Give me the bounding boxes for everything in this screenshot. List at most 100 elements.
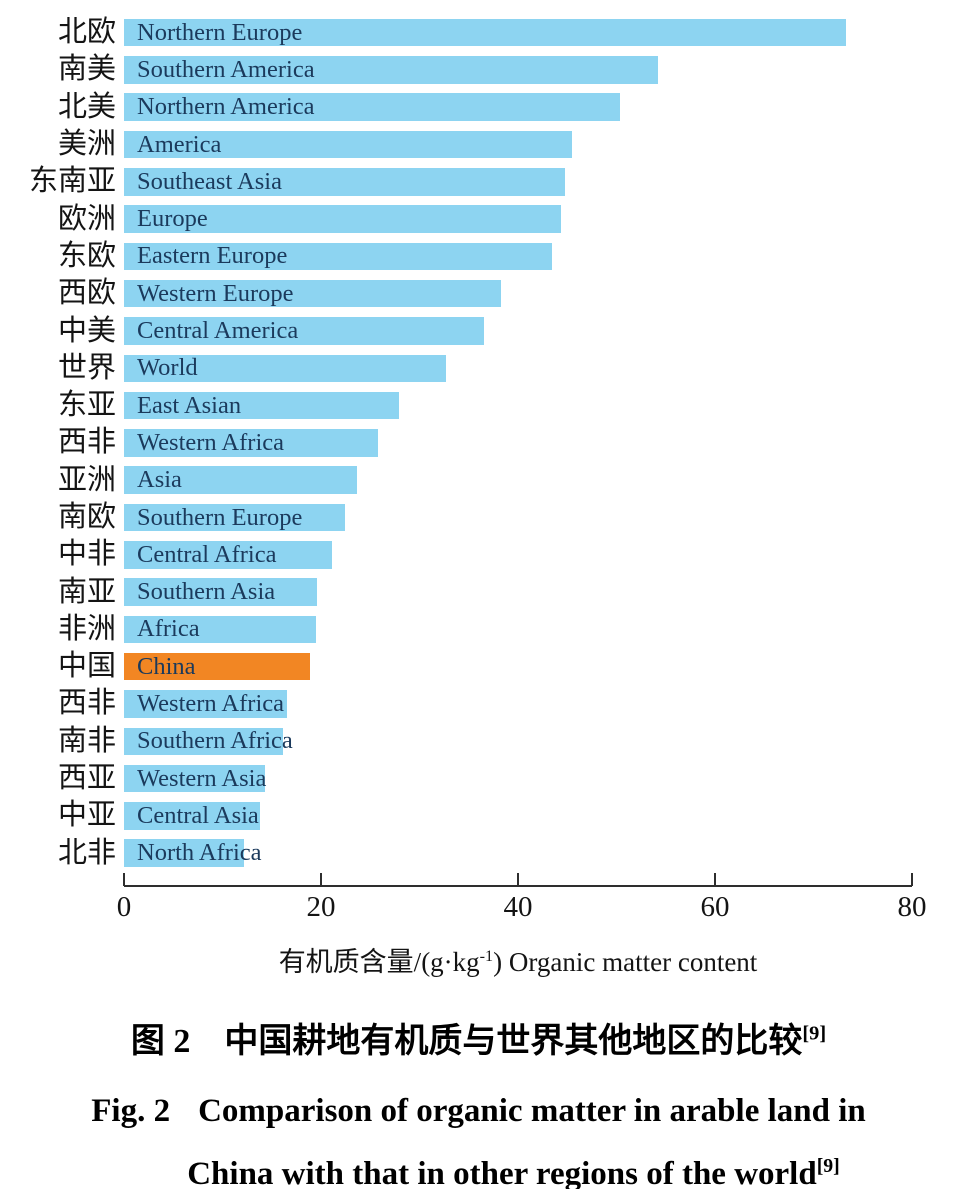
bar-track: Southern Asia (124, 578, 912, 606)
bar (124, 279, 502, 308)
bar-track: Northern America (124, 93, 912, 121)
bar-label-en: Central America (137, 316, 299, 344)
x-axis-title-superscript: -1 (479, 946, 494, 965)
bar-label-en: Southern America (137, 55, 315, 83)
bar-track: America (124, 130, 912, 159)
bar (124, 354, 447, 383)
chart-row: 中亚 Central Asia (0, 797, 957, 834)
chart-row: 北欧 Northern Europe (0, 14, 957, 51)
row-label-cn: 美洲 (57, 128, 116, 161)
bar-track: Asia (124, 466, 912, 494)
x-axis-tick (714, 872, 716, 886)
chart-row: 南美 Southern America (0, 51, 957, 88)
x-axis-tick (911, 872, 913, 886)
bar-label-en: Central Africa (137, 540, 277, 568)
bar-label-en: Europe (137, 204, 208, 232)
caption-english-line2: China with that in other regions of the … (70, 1143, 957, 1189)
row-label-cn: 亚洲 (57, 463, 116, 496)
row-label-cn: 中美 (57, 314, 116, 347)
row-label-cn: 中亚 (57, 799, 116, 832)
chart-row: 中国 China (0, 648, 957, 685)
chart-row: 欧洲 Europe (0, 200, 957, 237)
bar-track: Northern Europe (124, 18, 912, 47)
x-axis-line (124, 884, 912, 887)
caption-chinese-reference: [9] (802, 1022, 827, 1045)
bar-label-en: Northern America (137, 92, 315, 120)
bar-label-en: East Asian (137, 391, 242, 419)
bar-label-en: Southern Asia (137, 577, 276, 605)
bar-track: World (124, 354, 912, 383)
row-label-cn: 中国 (57, 650, 116, 683)
bar-label-en: Western Europe (137, 279, 294, 307)
bar (124, 690, 287, 718)
row-label-cn: 北非 (57, 836, 116, 869)
chart-row: 中美 Central America (0, 312, 957, 349)
chart-row: 中非 Central Africa (0, 536, 957, 573)
caption-english-text-line2: China with that in other regions of the … (187, 1155, 817, 1189)
x-axis-title: 有机质含量/(g·kg-1) Organic matter content (124, 940, 912, 979)
row-label-cn: 南非 (57, 724, 116, 757)
row-label-cn: 非洲 (57, 612, 116, 645)
bar-track: Western Africa (124, 690, 912, 718)
bar-track: Central Asia (124, 802, 912, 830)
x-axis-tick-label: 20 (306, 890, 336, 923)
x-axis-tick-label: 80 (897, 890, 927, 923)
bar-chart: 北欧 Northern Europe 南美 Southern America 北美 Nor… (0, 14, 957, 979)
chart-row: 北美 Northern America (0, 89, 957, 126)
chart-row: 东欧 Eastern Europe (0, 238, 957, 275)
bar (124, 802, 260, 830)
bar (124, 168, 566, 196)
bar (124, 727, 283, 756)
row-label-cn: 东欧 (57, 239, 116, 272)
bar-track: Western Europe (124, 279, 912, 308)
bar (124, 56, 658, 84)
x-axis: 0 20 40 60 80 (117, 872, 927, 934)
chart-row: 非洲 Africa (0, 611, 957, 648)
chart-row: 北非 North Africa (0, 835, 957, 872)
x-axis-tick-label: 60 (700, 890, 730, 923)
x-axis-title-prefix: 有机质含量/(g·kg (278, 946, 480, 977)
bar (124, 242, 553, 271)
chart-row: 西非 Western Africa (0, 685, 957, 722)
row-label-cn: 中非 (57, 538, 116, 571)
row-label-cn: 欧洲 (57, 202, 116, 235)
chart-row: 西亚 Western Asia (0, 760, 957, 797)
caption-english-text-line1: Comparison of organic matter in arable l… (198, 1092, 866, 1129)
row-label-cn: 世界 (57, 351, 116, 384)
bar-label-en: China (137, 652, 196, 680)
row-label-cn: 西欧 (57, 277, 116, 310)
bar (124, 18, 846, 47)
bar-label-en: Eastern Europe (137, 242, 288, 270)
chart-row: 美洲 America (0, 126, 957, 163)
bar-label-en: Western Africa (137, 428, 284, 456)
chart-row: 西非 Western Africa (0, 424, 957, 461)
bar (124, 541, 332, 569)
x-axis-tick (320, 872, 322, 886)
x-axis-tick (123, 872, 125, 886)
bar (124, 391, 399, 420)
chart-row: 世界 World (0, 350, 957, 387)
bar-highlight (124, 652, 311, 681)
bar-track: Africa (124, 615, 912, 644)
bar-label-en: Asia (137, 465, 182, 493)
bar-track: Western Asia (124, 764, 912, 793)
chart-row: 南欧 Southern Europe (0, 499, 957, 536)
chart-rows: 北欧 Northern Europe 南美 Southern America 北美 Nor… (0, 14, 957, 872)
row-label-cn: 北美 (57, 90, 116, 123)
bar-label-en: Western Asia (137, 764, 267, 792)
caption-chinese: 图 2 中国耕地有机质与世界其他地区的比较[9] (0, 1013, 957, 1062)
caption-english-fig-label: Fig. 2 (91, 1092, 171, 1129)
bar (124, 466, 358, 494)
caption-chinese-fig-label: 图 2 (130, 1022, 191, 1060)
bar-label-en: Western Africa (137, 689, 284, 717)
chart-row: 南非 Southern Africa (0, 723, 957, 760)
bar (124, 615, 317, 644)
bar (124, 429, 379, 457)
row-label-cn: 西非 (57, 426, 116, 459)
bar-track: Southern Europe (124, 503, 912, 532)
chart-row: 南亚 Southern Asia (0, 573, 957, 610)
row-label-cn: 北欧 (57, 16, 116, 49)
bar-label-en: North Africa (137, 838, 262, 866)
bar (124, 764, 265, 793)
row-label-cn: 南美 (57, 53, 116, 86)
